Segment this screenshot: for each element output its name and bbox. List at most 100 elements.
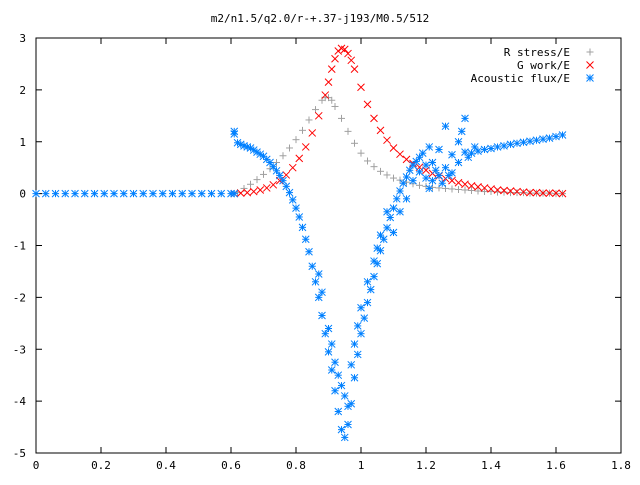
data-point	[129, 189, 138, 198]
data-point	[350, 340, 359, 348]
data-point	[376, 126, 385, 135]
y-tick-label: -5	[13, 447, 26, 460]
series-1	[230, 44, 567, 198]
data-point	[61, 189, 70, 198]
data-point	[285, 188, 294, 197]
data-point	[513, 189, 521, 197]
legend-label: G work/E	[517, 59, 570, 72]
data-point	[364, 157, 371, 165]
data-point	[350, 65, 359, 73]
x-tick-label: 1.4	[481, 459, 501, 472]
data-point	[389, 228, 398, 237]
data-point	[337, 381, 346, 390]
x-tick-label: 1	[358, 459, 365, 472]
data-point	[513, 139, 521, 148]
data-point	[370, 272, 378, 281]
data-point	[474, 147, 482, 155]
data-point	[318, 311, 326, 320]
legend-marker	[586, 61, 594, 69]
data-point	[493, 186, 502, 194]
data-point	[340, 45, 349, 54]
data-point	[139, 189, 148, 198]
data-point	[311, 277, 320, 286]
data-point	[207, 189, 216, 198]
data-point	[558, 131, 567, 139]
data-point	[247, 180, 254, 188]
data-point	[158, 189, 167, 198]
y-tick-label: -1	[13, 240, 26, 253]
data-point	[188, 189, 196, 198]
data-point	[217, 189, 226, 198]
data-point	[461, 114, 469, 123]
data-point	[51, 189, 60, 198]
data-point	[230, 189, 239, 198]
x-tick-label: 0.4	[156, 459, 176, 472]
data-point	[396, 207, 404, 216]
data-point	[262, 184, 271, 192]
data-point	[282, 171, 291, 179]
data-point	[338, 114, 345, 122]
data-point	[428, 158, 437, 167]
data-point	[340, 433, 349, 442]
data-point	[396, 187, 404, 195]
data-point	[370, 257, 378, 265]
data-point	[467, 181, 476, 190]
data-point	[519, 188, 528, 196]
data-point	[314, 293, 323, 302]
data-point	[331, 54, 339, 63]
data-point	[448, 176, 456, 185]
data-point	[295, 154, 304, 163]
data-point	[461, 180, 469, 189]
data-point	[331, 386, 339, 395]
data-point	[149, 189, 157, 198]
data-point	[435, 145, 443, 154]
data-point	[279, 176, 287, 185]
y-tick-label: -4	[13, 395, 27, 408]
data-point	[236, 189, 245, 197]
data-point	[500, 188, 508, 196]
data-point	[351, 139, 358, 147]
data-point	[360, 314, 369, 322]
data-point	[552, 189, 560, 197]
data-point	[110, 189, 118, 198]
data-point	[324, 78, 333, 86]
data-point	[357, 329, 365, 338]
data-point	[230, 130, 239, 138]
data-point	[383, 136, 391, 145]
data-point	[295, 213, 304, 221]
data-point	[435, 184, 443, 192]
data-point	[431, 166, 440, 175]
data-point	[448, 185, 456, 193]
data-point	[435, 171, 443, 180]
data-point	[545, 134, 554, 142]
data-point	[506, 140, 515, 149]
data-point	[480, 145, 489, 154]
data-point	[519, 138, 528, 147]
data-point	[41, 189, 50, 198]
data-point	[441, 163, 450, 172]
data-point	[363, 100, 372, 109]
data-point	[425, 143, 434, 151]
data-point	[441, 122, 450, 131]
y-tick-label: 1	[19, 136, 26, 149]
data-point	[90, 189, 99, 198]
data-point	[370, 114, 378, 123]
data-point	[454, 158, 463, 167]
data-point	[363, 277, 372, 286]
data-point	[357, 303, 365, 312]
data-point	[500, 186, 508, 195]
data-point	[480, 184, 489, 192]
x-tick-label: 0.6	[221, 459, 241, 472]
data-point	[256, 186, 265, 194]
legend-marker	[586, 48, 594, 56]
data-point	[425, 184, 434, 193]
data-point	[331, 358, 339, 367]
data-point	[321, 329, 330, 338]
data-point	[470, 143, 479, 151]
data-point	[266, 158, 274, 167]
data-point	[390, 174, 397, 182]
data-point	[402, 155, 411, 164]
data-point	[353, 322, 362, 330]
